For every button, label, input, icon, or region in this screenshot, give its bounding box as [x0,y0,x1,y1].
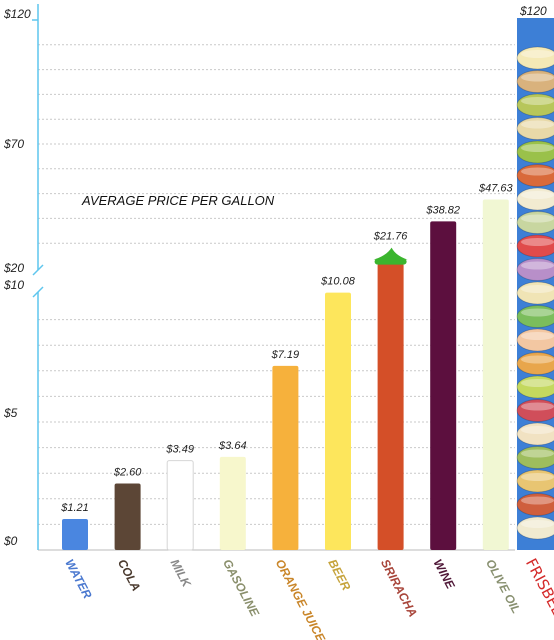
bar-gasoline [219,456,246,550]
frisbee-disc [516,234,554,258]
category-label: GASOLINE [220,557,262,620]
data-label: $1.21 [60,502,89,514]
data-label: $21.76 [373,231,409,243]
frisbee-disc-highlight [521,332,554,340]
bar-wine [430,221,457,550]
y-tick-label: $20 [3,261,24,275]
chart-title: AVERAGE PRICE PER GALLON [81,193,275,208]
y-tick-labels: $0 $5 $10 $20 $70 $120 [3,7,31,548]
data-label: $7.19 [271,349,300,361]
category-label: WATER [62,557,94,601]
frisbee-disc [516,164,554,187]
frisbee-disc-highlight [521,355,554,364]
frisbee-disc-highlight [521,402,554,411]
frisbee-disc-highlight [521,238,554,246]
frisbee-disc-highlight [521,261,554,270]
frisbee-disc-highlight [521,308,554,317]
frisbee-disc [516,305,554,328]
axis-break-mark [32,264,44,276]
y-tick-label: $120 [3,7,31,21]
data-label: $2.60 [113,466,142,478]
y-tick-label: $0 [3,534,18,548]
frisbee-disc [516,117,554,140]
bar-orange-juice [272,365,299,550]
sriracha-cap [373,247,408,260]
data-labels: $1.21 $2.60 $3.49 $3.64 $7.19 $10.08 $21.76 $38… [60,182,513,514]
bar-milk [166,460,194,551]
y-tick-label: $70 [3,137,24,151]
data-label: $3.64 [218,440,247,452]
frisbee-disc-highlight [521,520,554,528]
category-label: FRISBEE [522,555,554,618]
frisbee-disc-highlight [521,144,554,152]
frisbee-disc-highlight [521,473,554,481]
frisbee-disc [516,446,554,469]
frisbee-disc [516,352,554,375]
bars [62,199,509,551]
category-label: OLIVE OIL [483,557,523,616]
data-label: $47.63 [478,182,514,194]
category-label: MILK [168,557,195,591]
frisbee-disc [516,187,554,211]
bar-beer [325,292,351,550]
frisbee-disc [516,140,554,164]
frisbee-disc-highlight [521,426,554,434]
frisbee-disc-highlight [521,191,554,199]
right-axis-label: $120 [519,4,547,18]
frisbee-disc [516,375,554,399]
frisbee-disc-highlight [521,120,554,129]
frisbee-disc [516,469,554,493]
category-label: COLA [115,557,143,594]
y-tick-label: $10 [3,278,24,292]
frisbee-disc-highlight [521,167,554,176]
frisbee-disc [516,399,554,422]
frisbee-stack [516,18,554,550]
frisbee-disc [516,422,554,446]
category-label: ORANGE JUICE [273,557,329,640]
y-tick-label: $5 [3,406,18,420]
frisbee-disc [516,46,554,70]
frisbee-disc-highlight [521,379,554,387]
sriracha-cap-base [374,258,407,265]
frisbee-disc [516,328,554,352]
frisbee-disc [516,516,554,540]
frisbee-disc [516,211,554,234]
data-label: $3.49 [165,444,194,456]
axis-break-mark [32,286,44,298]
frisbee-disc-highlight [521,285,554,293]
frisbee-disc [516,70,554,93]
category-label: WINE [431,557,459,592]
frisbee-disc [516,493,554,516]
frisbee-disc [516,258,554,281]
frisbee-disc [516,93,554,117]
frisbee-disc-highlight [521,73,554,82]
bar-olive-oil [482,199,509,550]
category-label: SRIRACHA [378,557,420,620]
data-label: $38.82 [425,204,460,216]
frisbee-disc [516,281,554,305]
bar-water [62,519,88,550]
bar-sriracha [377,263,404,550]
bar-cola [114,483,141,550]
frisbee-disc-highlight [521,50,554,58]
data-label: $10.08 [320,276,356,288]
frisbee-disc-highlight [521,97,554,105]
frisbee-disc-highlight [521,496,554,505]
frisbee-disc-highlight [521,449,554,458]
y-axis [32,4,44,550]
frisbee-disc-highlight [521,214,554,223]
category-label: BEER [325,557,353,593]
